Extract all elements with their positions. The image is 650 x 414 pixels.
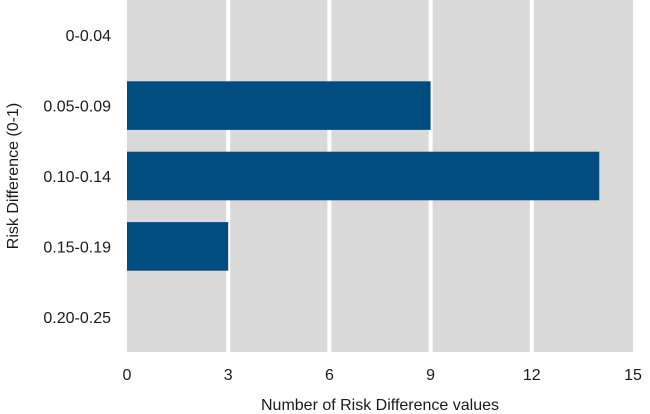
x-tick-label: 9 [426, 367, 435, 384]
x-axis-title: Number of Risk Difference values [261, 397, 499, 414]
y-axis-title: Risk Difference (0-1) [5, 103, 22, 249]
x-tick-label: 3 [224, 367, 233, 384]
y-tick-label: 0.15-0.19 [43, 239, 111, 256]
bar-3 [127, 151, 600, 201]
bars [127, 81, 600, 271]
y-tick-label: 0.05-0.09 [43, 99, 111, 116]
bar-2 [127, 81, 431, 130]
x-tick-labels: 0 3 6 9 12 15 [123, 367, 642, 384]
y-tick-label: 0-0.04 [66, 28, 111, 45]
y-tick-label: 0.10-0.14 [43, 169, 111, 186]
y-tick-labels: 0-0.04 0.05-0.09 0.10-0.14 0.15-0.19 0.20-0.… [43, 28, 111, 327]
bar-4 [127, 222, 229, 271]
x-tick-label: 15 [624, 367, 642, 384]
x-tick-label: 0 [123, 367, 132, 384]
y-tick-label: 0.20-0.25 [43, 310, 111, 327]
x-tick-label: 6 [325, 367, 334, 384]
x-tick-label: 12 [523, 367, 541, 384]
